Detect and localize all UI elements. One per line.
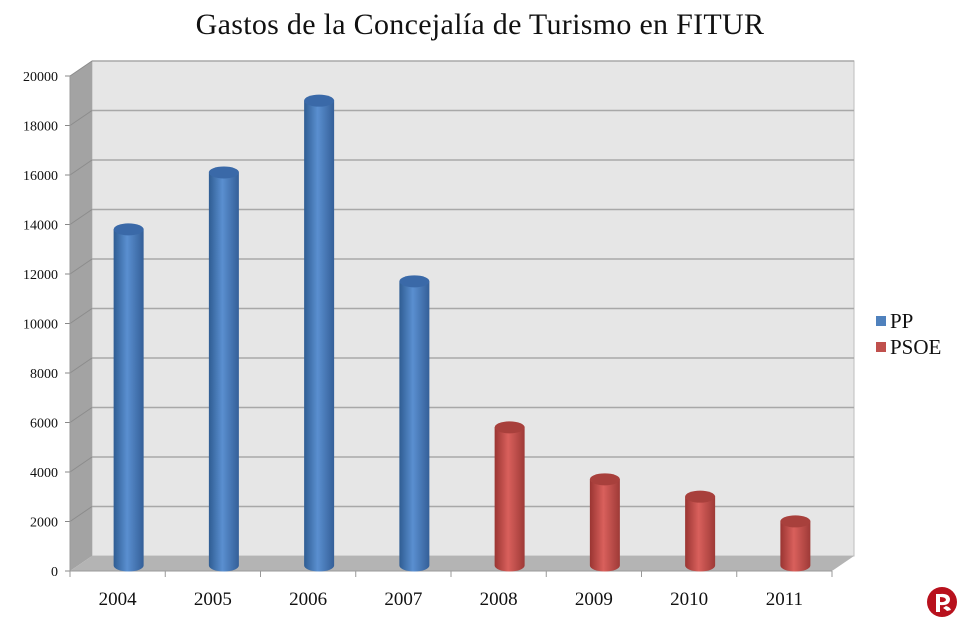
floor (70, 556, 854, 571)
x-tick-label: 2008 (480, 589, 518, 610)
x-tick-label: 2011 (766, 589, 803, 610)
y-tick-label: 10000 (23, 318, 58, 333)
bar-2007 (399, 275, 430, 572)
x-tick-label: 2004 (99, 589, 138, 610)
bar-2008 (494, 421, 525, 572)
bar-2004 (113, 223, 144, 572)
x-tick-label: 2010 (670, 589, 708, 610)
y-tick-label: 18000 (23, 120, 58, 135)
x-tick-label: 2006 (289, 589, 327, 610)
legend-label-pp: PP (890, 308, 914, 333)
legend-swatch-psoe (876, 342, 886, 352)
legend-swatch-pp (876, 316, 886, 326)
x-tick-label: 2009 (575, 589, 613, 610)
bar-2009 (589, 473, 620, 572)
y-tick-label: 20000 (23, 70, 58, 85)
y-tick-label: 12000 (23, 268, 58, 283)
x-tick-label: 2007 (384, 589, 422, 610)
legend-item-pp: PP (876, 308, 941, 334)
bar-2011 (780, 515, 811, 572)
bar-2006 (304, 94, 335, 572)
legend-item-psoe: PSOE (876, 334, 941, 360)
y-tick-label: 0 (51, 565, 58, 580)
chart-legend: PP PSOE (876, 308, 941, 360)
y-tick-label: 6000 (30, 417, 58, 432)
y-tick-label: 8000 (30, 367, 58, 382)
bar-2010 (685, 490, 716, 572)
legend-label-psoe: PSOE (890, 334, 942, 359)
y-tick-label: 2000 (30, 516, 58, 531)
x-tick-label: 2005 (194, 589, 232, 610)
y-tick-label: 14000 (23, 219, 58, 234)
y-tick-label: 4000 (30, 466, 58, 481)
round-red-logo-icon (927, 587, 957, 617)
chart-title: Gastos de la Concejalía de Turismo en FI… (195, 8, 765, 41)
bar-2005 (208, 166, 239, 572)
y-tick-label: 16000 (23, 169, 58, 184)
